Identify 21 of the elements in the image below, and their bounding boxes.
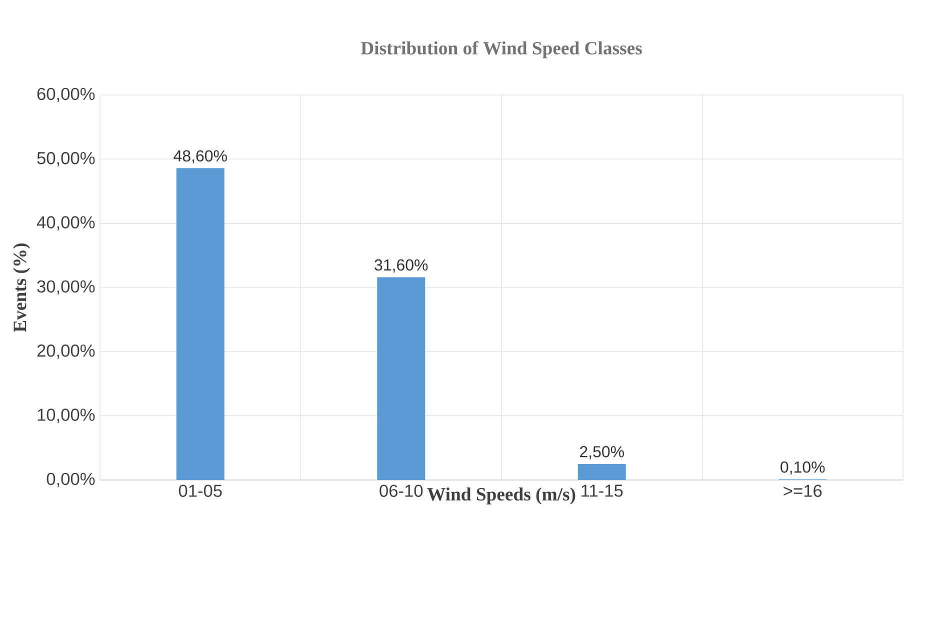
data-label: 31,60% bbox=[374, 259, 428, 273]
y-tick-label: 30,00% bbox=[37, 280, 95, 295]
y-axis-title: Events (%) bbox=[13, 243, 30, 332]
y-tick-label: 60,00% bbox=[37, 88, 95, 102]
x-tick-label: 06-10 bbox=[380, 484, 423, 497]
data-label: 48,60% bbox=[174, 150, 227, 164]
x-tick-label: >=16 bbox=[784, 484, 822, 497]
y-tick-label: 50,00% bbox=[37, 152, 95, 166]
x-tick-label: 01-05 bbox=[178, 484, 222, 497]
y-tick-label: 0,00% bbox=[46, 472, 95, 488]
bar bbox=[176, 168, 224, 480]
y-tick-label: 10,00% bbox=[38, 408, 95, 423]
bar bbox=[578, 464, 626, 480]
data-label: 0,10% bbox=[780, 461, 825, 475]
x-axis-title: Wind Speeds (m/s) bbox=[427, 487, 576, 504]
x-tick-label: 11-15 bbox=[582, 484, 623, 497]
y-tick-label: 40,00% bbox=[36, 216, 95, 230]
bar bbox=[377, 277, 426, 480]
chart-title: Distribution of Wind Speed Classes bbox=[360, 41, 642, 58]
data-label: 2,50% bbox=[580, 446, 624, 460]
y-tick-label: 20,00% bbox=[37, 344, 95, 359]
